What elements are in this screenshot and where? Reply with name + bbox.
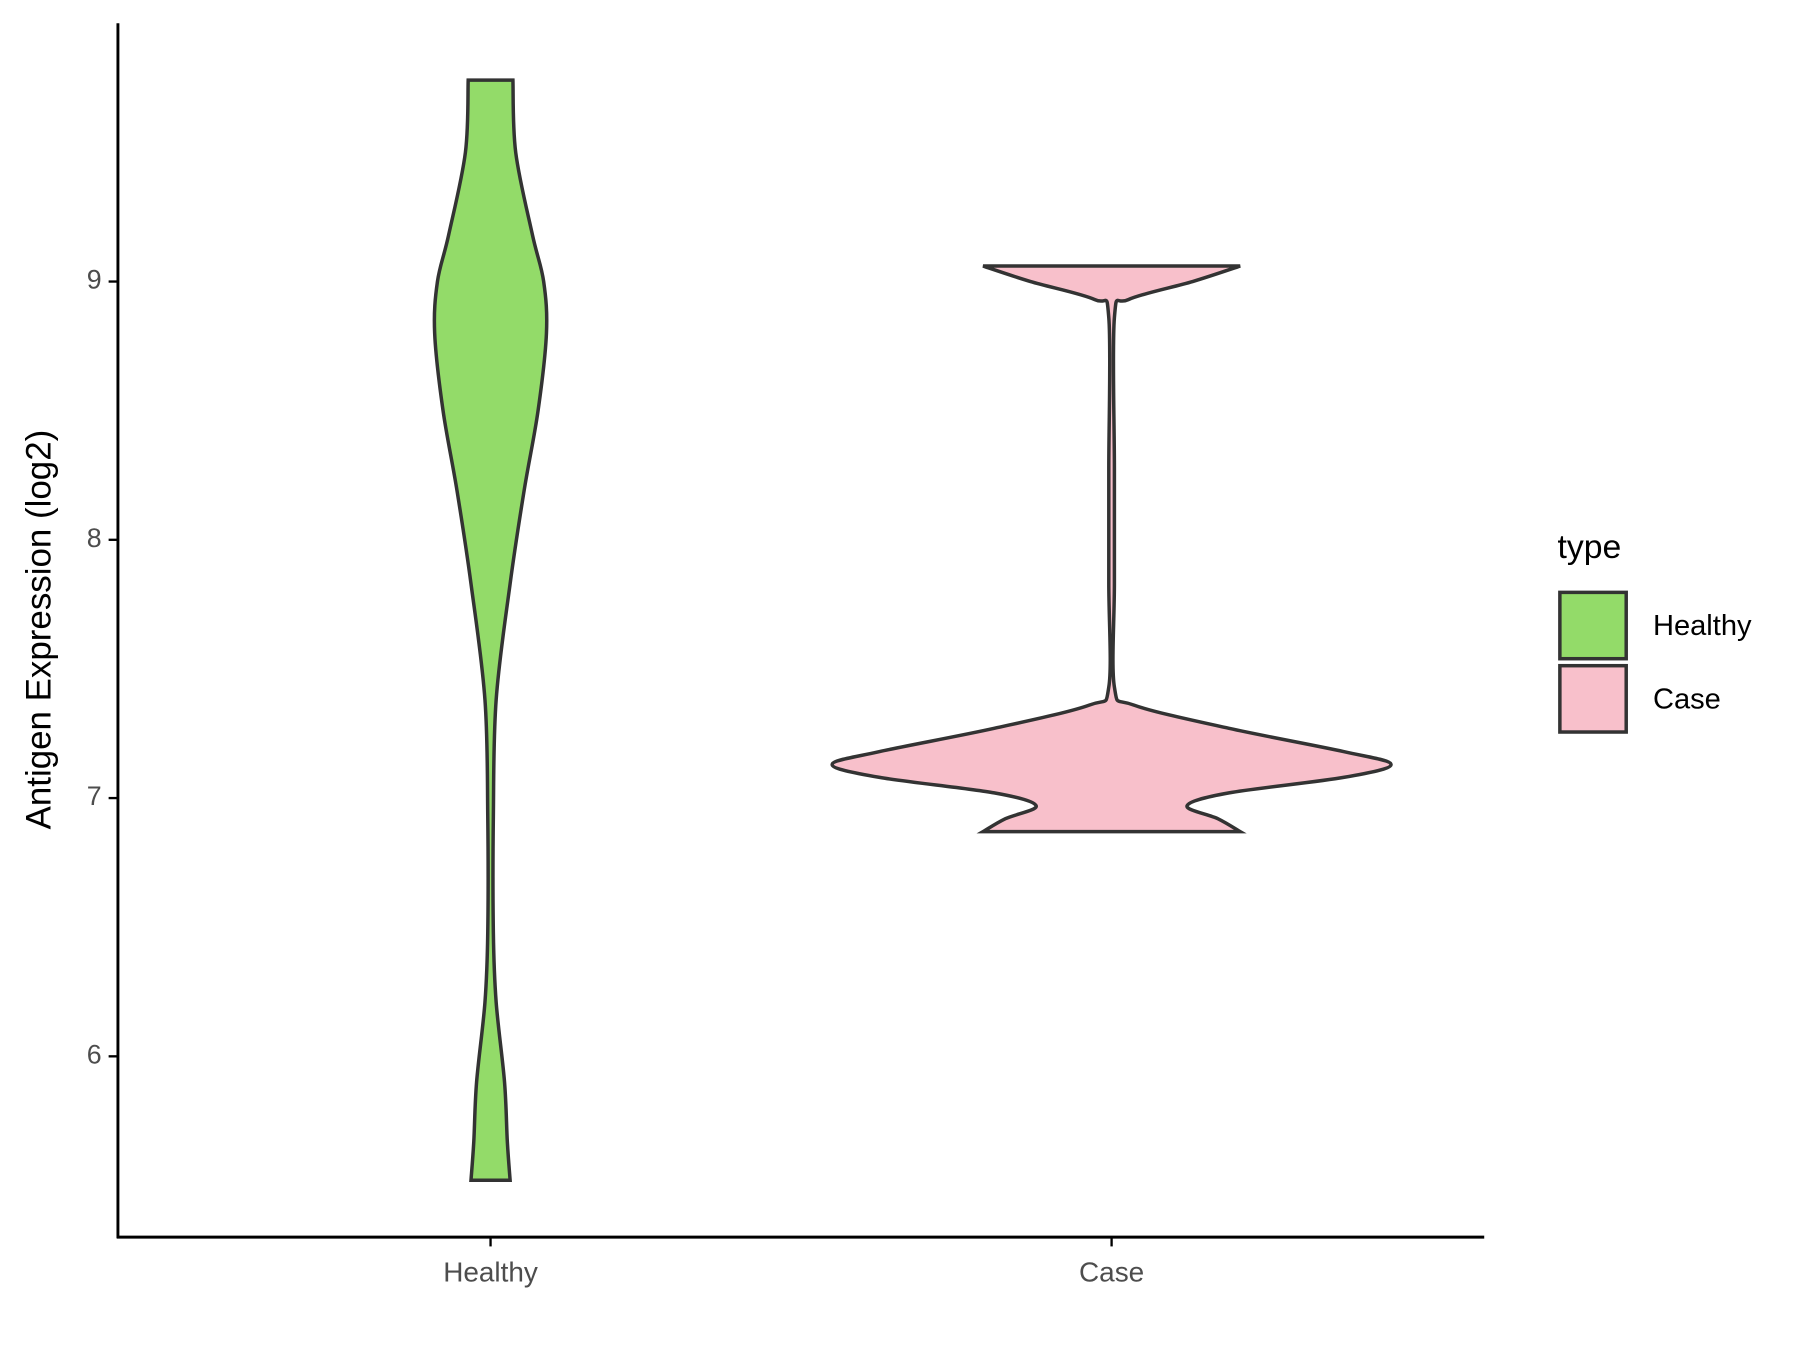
y-tick-label: 8: [87, 523, 102, 553]
y-tick-label: 7: [87, 781, 102, 811]
y-tick-label: 9: [87, 265, 102, 295]
legend-key: [1558, 663, 1628, 734]
legend-label: Case: [1653, 683, 1721, 715]
violin: [432, 78, 549, 1183]
legend-title: type: [1558, 528, 1622, 566]
x-tick-label: Healthy: [443, 1257, 538, 1288]
legend-key: [1558, 590, 1628, 661]
legend-label: Healthy: [1653, 610, 1752, 642]
x-tick-label: Case: [1079, 1257, 1144, 1288]
violin: [830, 264, 1393, 834]
y-axis-title: Antigen Expression (log2): [19, 430, 58, 830]
y-tick-label: 6: [87, 1039, 102, 1069]
